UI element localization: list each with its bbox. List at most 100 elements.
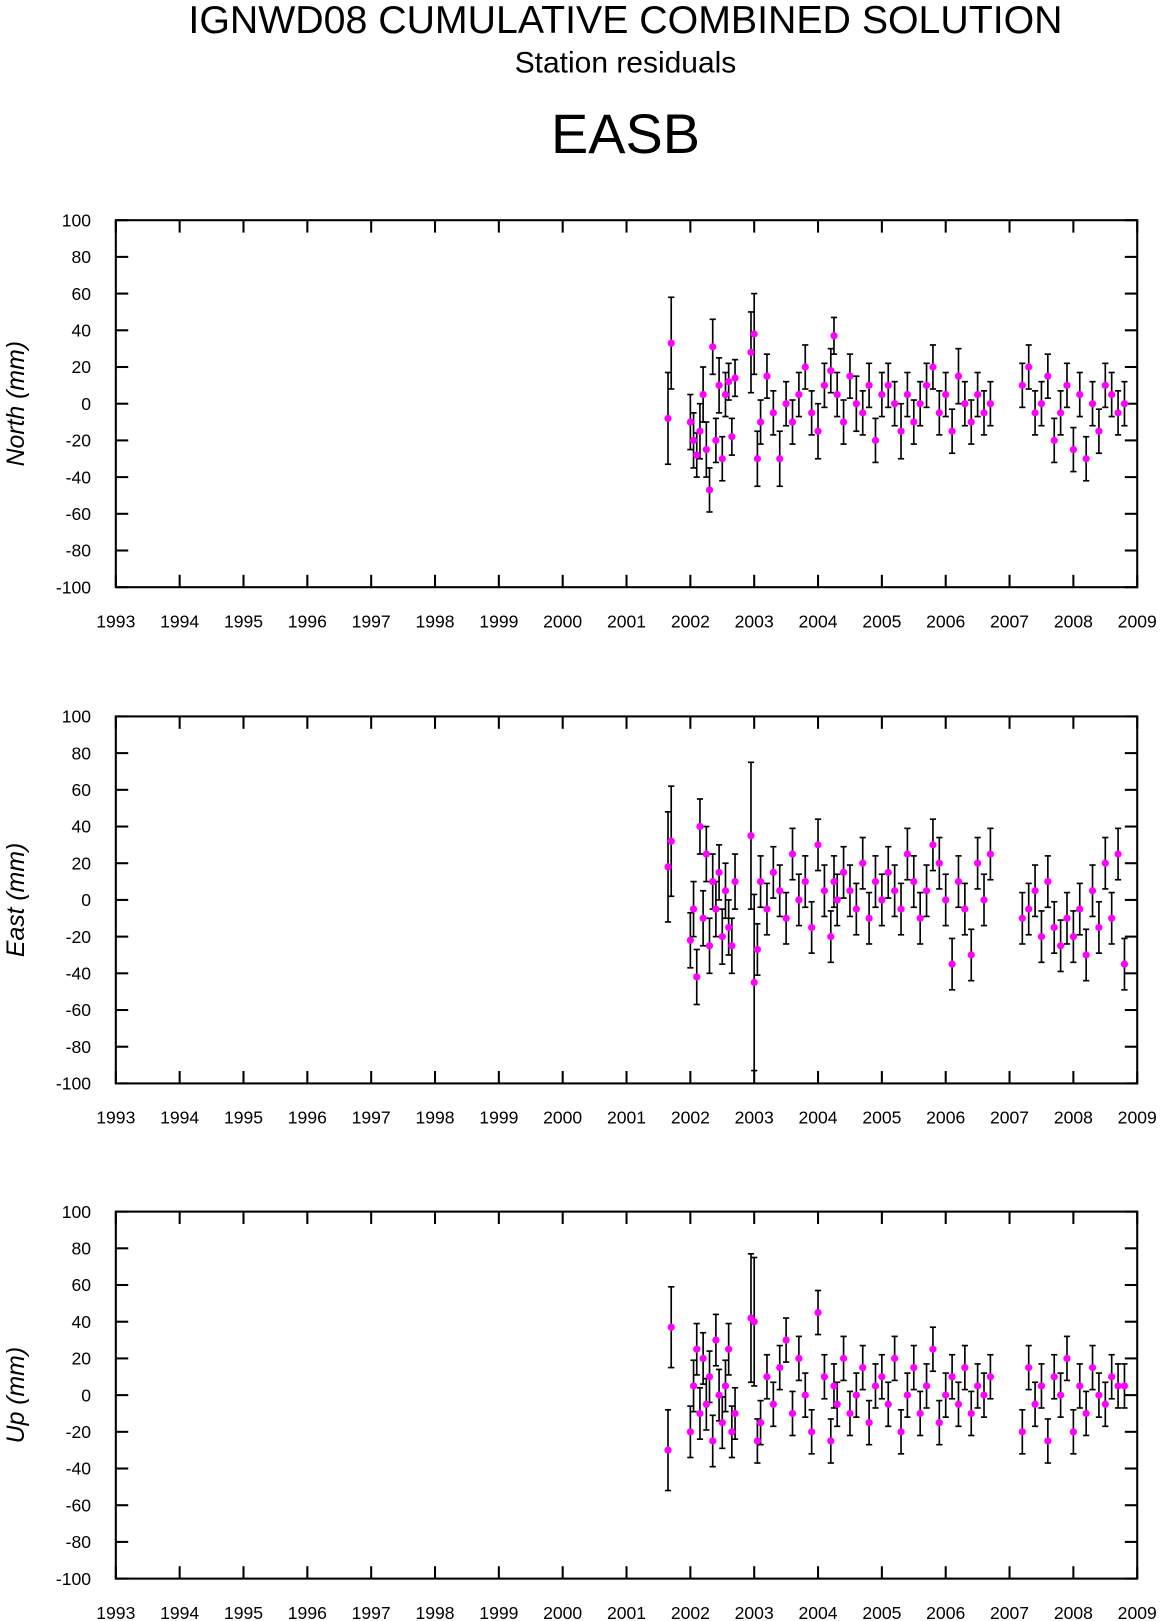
point (891, 400, 899, 408)
point (1025, 905, 1033, 913)
x-tick-label: 2008 (1054, 612, 1093, 632)
y-tick-label: 60 (71, 1275, 91, 1295)
point (712, 905, 720, 913)
point (728, 433, 736, 441)
point (1120, 1382, 1129, 1390)
point (769, 1400, 777, 1408)
point (753, 1437, 762, 1445)
point (756, 877, 765, 886)
point (1120, 400, 1129, 408)
point (718, 1419, 726, 1427)
point (1088, 887, 1097, 895)
point (1069, 1428, 1077, 1436)
y-tick-label: -100 (56, 1074, 91, 1094)
point (986, 850, 995, 858)
y-tick-label: -80 (66, 1532, 92, 1552)
point (664, 1446, 672, 1454)
x-tick-label: 2007 (990, 1603, 1029, 1621)
point (1076, 390, 1084, 399)
point (948, 1373, 956, 1381)
point (750, 978, 758, 987)
x-tick-label: 2002 (671, 1108, 710, 1128)
x-tick-label: 2001 (607, 612, 646, 632)
point (1082, 455, 1090, 463)
point (846, 1409, 854, 1418)
y-tick-label: -60 (66, 1000, 92, 1020)
point (961, 905, 969, 913)
y-tick-label: -60 (66, 1495, 92, 1515)
point (833, 1400, 841, 1408)
point (808, 409, 816, 417)
point (686, 1428, 694, 1436)
point (865, 381, 873, 389)
point (795, 1354, 803, 1363)
point (891, 1354, 899, 1363)
point (897, 905, 905, 913)
y-tick-label: -40 (66, 1459, 92, 1479)
point (1056, 409, 1065, 417)
point (948, 960, 956, 968)
point (1101, 859, 1109, 867)
point (827, 1437, 835, 1445)
y-tick-label: 20 (71, 853, 91, 873)
point (769, 868, 777, 877)
point (702, 1400, 710, 1408)
point (696, 1409, 704, 1418)
x-tick-label: 1993 (96, 1603, 135, 1621)
point (871, 877, 880, 886)
point (725, 1345, 733, 1353)
x-tick-label: 2000 (543, 1603, 582, 1621)
y-tick-label: 100 (62, 707, 92, 727)
point (782, 914, 790, 922)
x-tick-label: 2009 (1118, 1603, 1157, 1621)
point (1108, 1373, 1116, 1381)
y-tick-label: 0 (81, 394, 91, 414)
point (967, 418, 975, 426)
point (859, 409, 867, 417)
point (715, 1391, 723, 1399)
point (980, 409, 988, 417)
point (718, 933, 726, 941)
point (1114, 1382, 1122, 1390)
point (1018, 381, 1026, 389)
y-tick-label: -40 (66, 467, 92, 487)
point (756, 1419, 765, 1427)
point (693, 973, 701, 981)
point (852, 400, 860, 408)
x-tick-label: 1993 (96, 1108, 135, 1128)
station-name: EASB (551, 102, 700, 165)
point (1044, 1437, 1052, 1445)
x-tick-label: 2005 (862, 1603, 901, 1621)
point (871, 1382, 880, 1390)
point (967, 951, 975, 959)
point (865, 914, 873, 922)
point (935, 1419, 943, 1427)
point (833, 390, 841, 399)
y-tick-label: -20 (66, 1422, 92, 1442)
point (750, 330, 758, 338)
point (718, 455, 726, 463)
point (712, 436, 720, 445)
point (974, 859, 982, 867)
point (788, 418, 797, 426)
point (721, 390, 730, 399)
point (1037, 400, 1046, 408)
point (846, 887, 854, 895)
x-tick-label: 1999 (479, 1108, 518, 1128)
x-tick-label: 2008 (1054, 1603, 1093, 1621)
point (731, 374, 739, 382)
point (1069, 445, 1077, 454)
point (884, 381, 892, 389)
point (884, 1400, 892, 1408)
x-tick-label: 2006 (926, 1603, 965, 1621)
y-tick-label: 80 (71, 743, 91, 763)
point (693, 451, 701, 459)
point (1031, 887, 1039, 895)
point (750, 1318, 758, 1326)
point (929, 363, 937, 371)
x-tick-label: 1995 (224, 1603, 263, 1621)
point (1056, 942, 1065, 950)
x-tick-label: 1994 (160, 1603, 199, 1621)
